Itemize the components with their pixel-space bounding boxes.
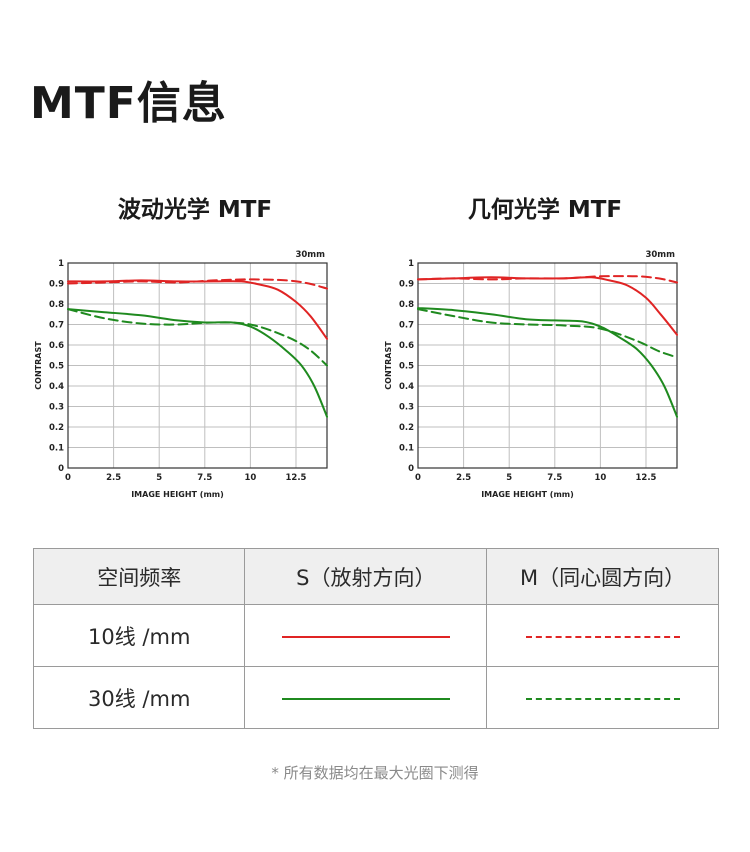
x-tick-label: 12.5 — [636, 473, 657, 483]
x-axis-label: IMAGE HEIGHT (mm) — [131, 490, 224, 499]
y-tick-label: 0.7 — [49, 321, 64, 331]
y-tick-label: 0.1 — [49, 444, 64, 454]
x-tick-label: 2.5 — [106, 473, 121, 483]
y-tick-label: 0.1 — [399, 444, 414, 454]
solid-line-green — [281, 697, 450, 700]
series-line-m-10 — [417, 275, 678, 284]
x-tick-label: 10 — [244, 473, 256, 483]
legend-sample-s30 — [244, 666, 488, 729]
y-tick-label: 0 — [58, 464, 64, 474]
focal-length-label: 30mm — [645, 250, 675, 260]
series-line-s-10 — [417, 276, 678, 336]
legend-sample-s10 — [244, 604, 488, 667]
page-title: MTF信息 — [30, 78, 227, 129]
y-tick-label: 0.3 — [49, 403, 64, 413]
y-tick-label: 0.5 — [49, 362, 64, 372]
series-line-s-30 — [67, 308, 328, 418]
y-axis-label: CONTRAST — [34, 341, 43, 390]
series-line-m-10 — [67, 278, 328, 290]
footnote: * 所有数据均在最大光圈下测得 — [271, 764, 479, 782]
y-tick-label: 0.9 — [49, 280, 64, 290]
y-axis-label: CONTRAST — [384, 341, 393, 390]
y-tick-label: 0.8 — [49, 300, 64, 310]
y-tick-label: 0.3 — [399, 403, 414, 413]
solid-line-red — [281, 635, 450, 638]
y-tick-label: 0.4 — [49, 382, 64, 392]
mtf-chart-geometric: 00.10.20.30.40.50.60.70.80.910 2.5 5 7.5 10 1… — [384, 250, 678, 499]
chart-title-wave: 波动光学 MTF — [117, 197, 273, 223]
y-tick-label: 0.7 — [399, 321, 414, 331]
y-tick-label: 0 — [408, 464, 414, 474]
header-meridional: M（同心圆方向） — [486, 548, 719, 605]
dashed-line-red — [525, 635, 680, 638]
focal-length-label: 30mm — [295, 250, 325, 260]
legend-sample-m30 — [486, 666, 719, 729]
y-tick-label: 0.5 — [399, 362, 414, 372]
legend-label-30: 30线 /mm — [32, 666, 246, 729]
y-tick-label: 1 — [408, 259, 414, 269]
x-tick-label: 7.5 — [547, 473, 562, 483]
y-tick-label: 0.6 — [399, 341, 414, 351]
y-tick-label: 0.9 — [399, 280, 414, 290]
legend-header-row: 空间频率 S（放射方向） M（同心圆方向） — [32, 548, 719, 605]
y-tick-label: 0.2 — [49, 423, 64, 433]
x-tick-label: 7.5 — [197, 473, 212, 483]
series-line-s-30 — [417, 307, 678, 418]
plot-frame — [417, 262, 678, 469]
legend-sample-m10 — [486, 604, 719, 667]
x-tick-label: 5 — [506, 473, 512, 483]
x-tick-label: 5 — [156, 473, 162, 483]
legend-label-10: 10线 /mm — [32, 604, 246, 667]
y-tick-label: 0.6 — [49, 341, 64, 351]
x-axis-label: IMAGE HEIGHT (mm) — [481, 490, 574, 499]
x-tick-label: 0 — [415, 473, 421, 483]
legend-row-10: 10线 /mm — [32, 604, 719, 667]
header-spatial-frequency: 空间频率 — [32, 548, 246, 605]
series-line-m-30 — [67, 308, 328, 367]
mtf-chart-wave: 00.10.20.30.40.50.60.70.80.910 2.5 5 7.5 10 1… — [34, 250, 328, 499]
y-tick-label: 1 — [58, 259, 64, 269]
legend-table: 空间频率 S（放射方向） M（同心圆方向） 10线 /mm 30线 /mm — [32, 548, 719, 729]
y-tick-label: 0.2 — [399, 423, 414, 433]
dashed-line-green — [525, 697, 680, 700]
series-line-s-10 — [67, 279, 328, 340]
header-sagittal: S（放射方向） — [244, 548, 488, 605]
x-tick-label: 2.5 — [456, 473, 471, 483]
y-tick-label: 0.4 — [399, 382, 414, 392]
legend-row-30: 30线 /mm — [32, 666, 719, 729]
y-tick-label: 0.8 — [399, 300, 414, 310]
x-tick-label: 10 — [594, 473, 606, 483]
x-tick-label: 12.5 — [286, 473, 307, 483]
chart-title-geometric: 几何光学 MTF — [467, 197, 623, 223]
x-tick-label: 0 — [65, 473, 71, 483]
series-line-m-30 — [417, 308, 678, 359]
